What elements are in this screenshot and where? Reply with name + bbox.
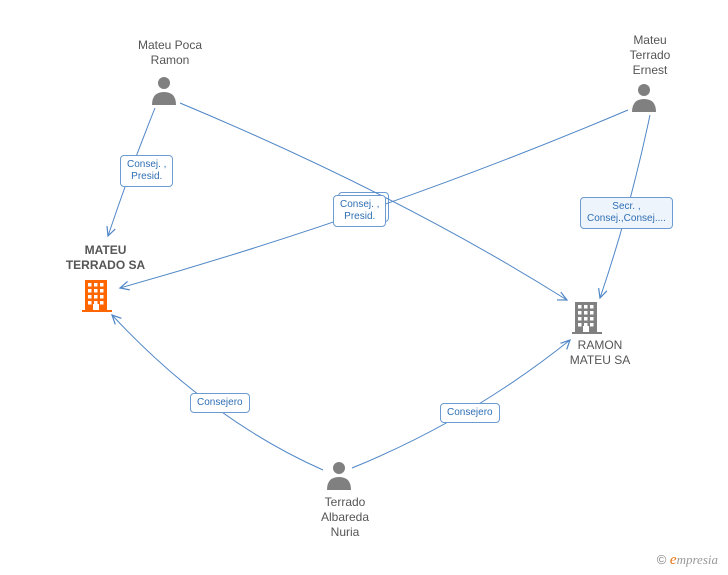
- node-label-person3: Terrado Albareda Nuria: [310, 495, 380, 540]
- edge-label: Consejero: [440, 403, 500, 423]
- node-label-company2: RAMON MATEU SA: [560, 338, 640, 368]
- building-icon: [572, 300, 602, 339]
- edge-label: Consej. , Presid.: [120, 155, 173, 187]
- network-diagram: Consej. , Presid. Consej. , Presid. Secr. …: [0, 0, 728, 575]
- edge-label: Consej. , Presid.: [333, 195, 386, 227]
- node-label-person1: Mateu Poca Ramon: [130, 38, 210, 68]
- brand-first-letter: e: [670, 552, 677, 568]
- brand-rest: mpresia: [677, 552, 718, 567]
- building-icon: [82, 278, 112, 317]
- person-icon: [150, 75, 178, 110]
- copyright-symbol: ©: [657, 552, 667, 567]
- edge-label: Consejero: [190, 393, 250, 413]
- person-icon: [325, 460, 353, 495]
- watermark: © empresia: [657, 552, 718, 569]
- edge-label: Secr. , Consej.,Consej....: [580, 197, 673, 229]
- person-icon: [630, 82, 658, 117]
- node-label-company1: MATEU TERRADO SA: [58, 243, 153, 273]
- node-label-person2: Mateu Terrado Ernest: [620, 33, 680, 78]
